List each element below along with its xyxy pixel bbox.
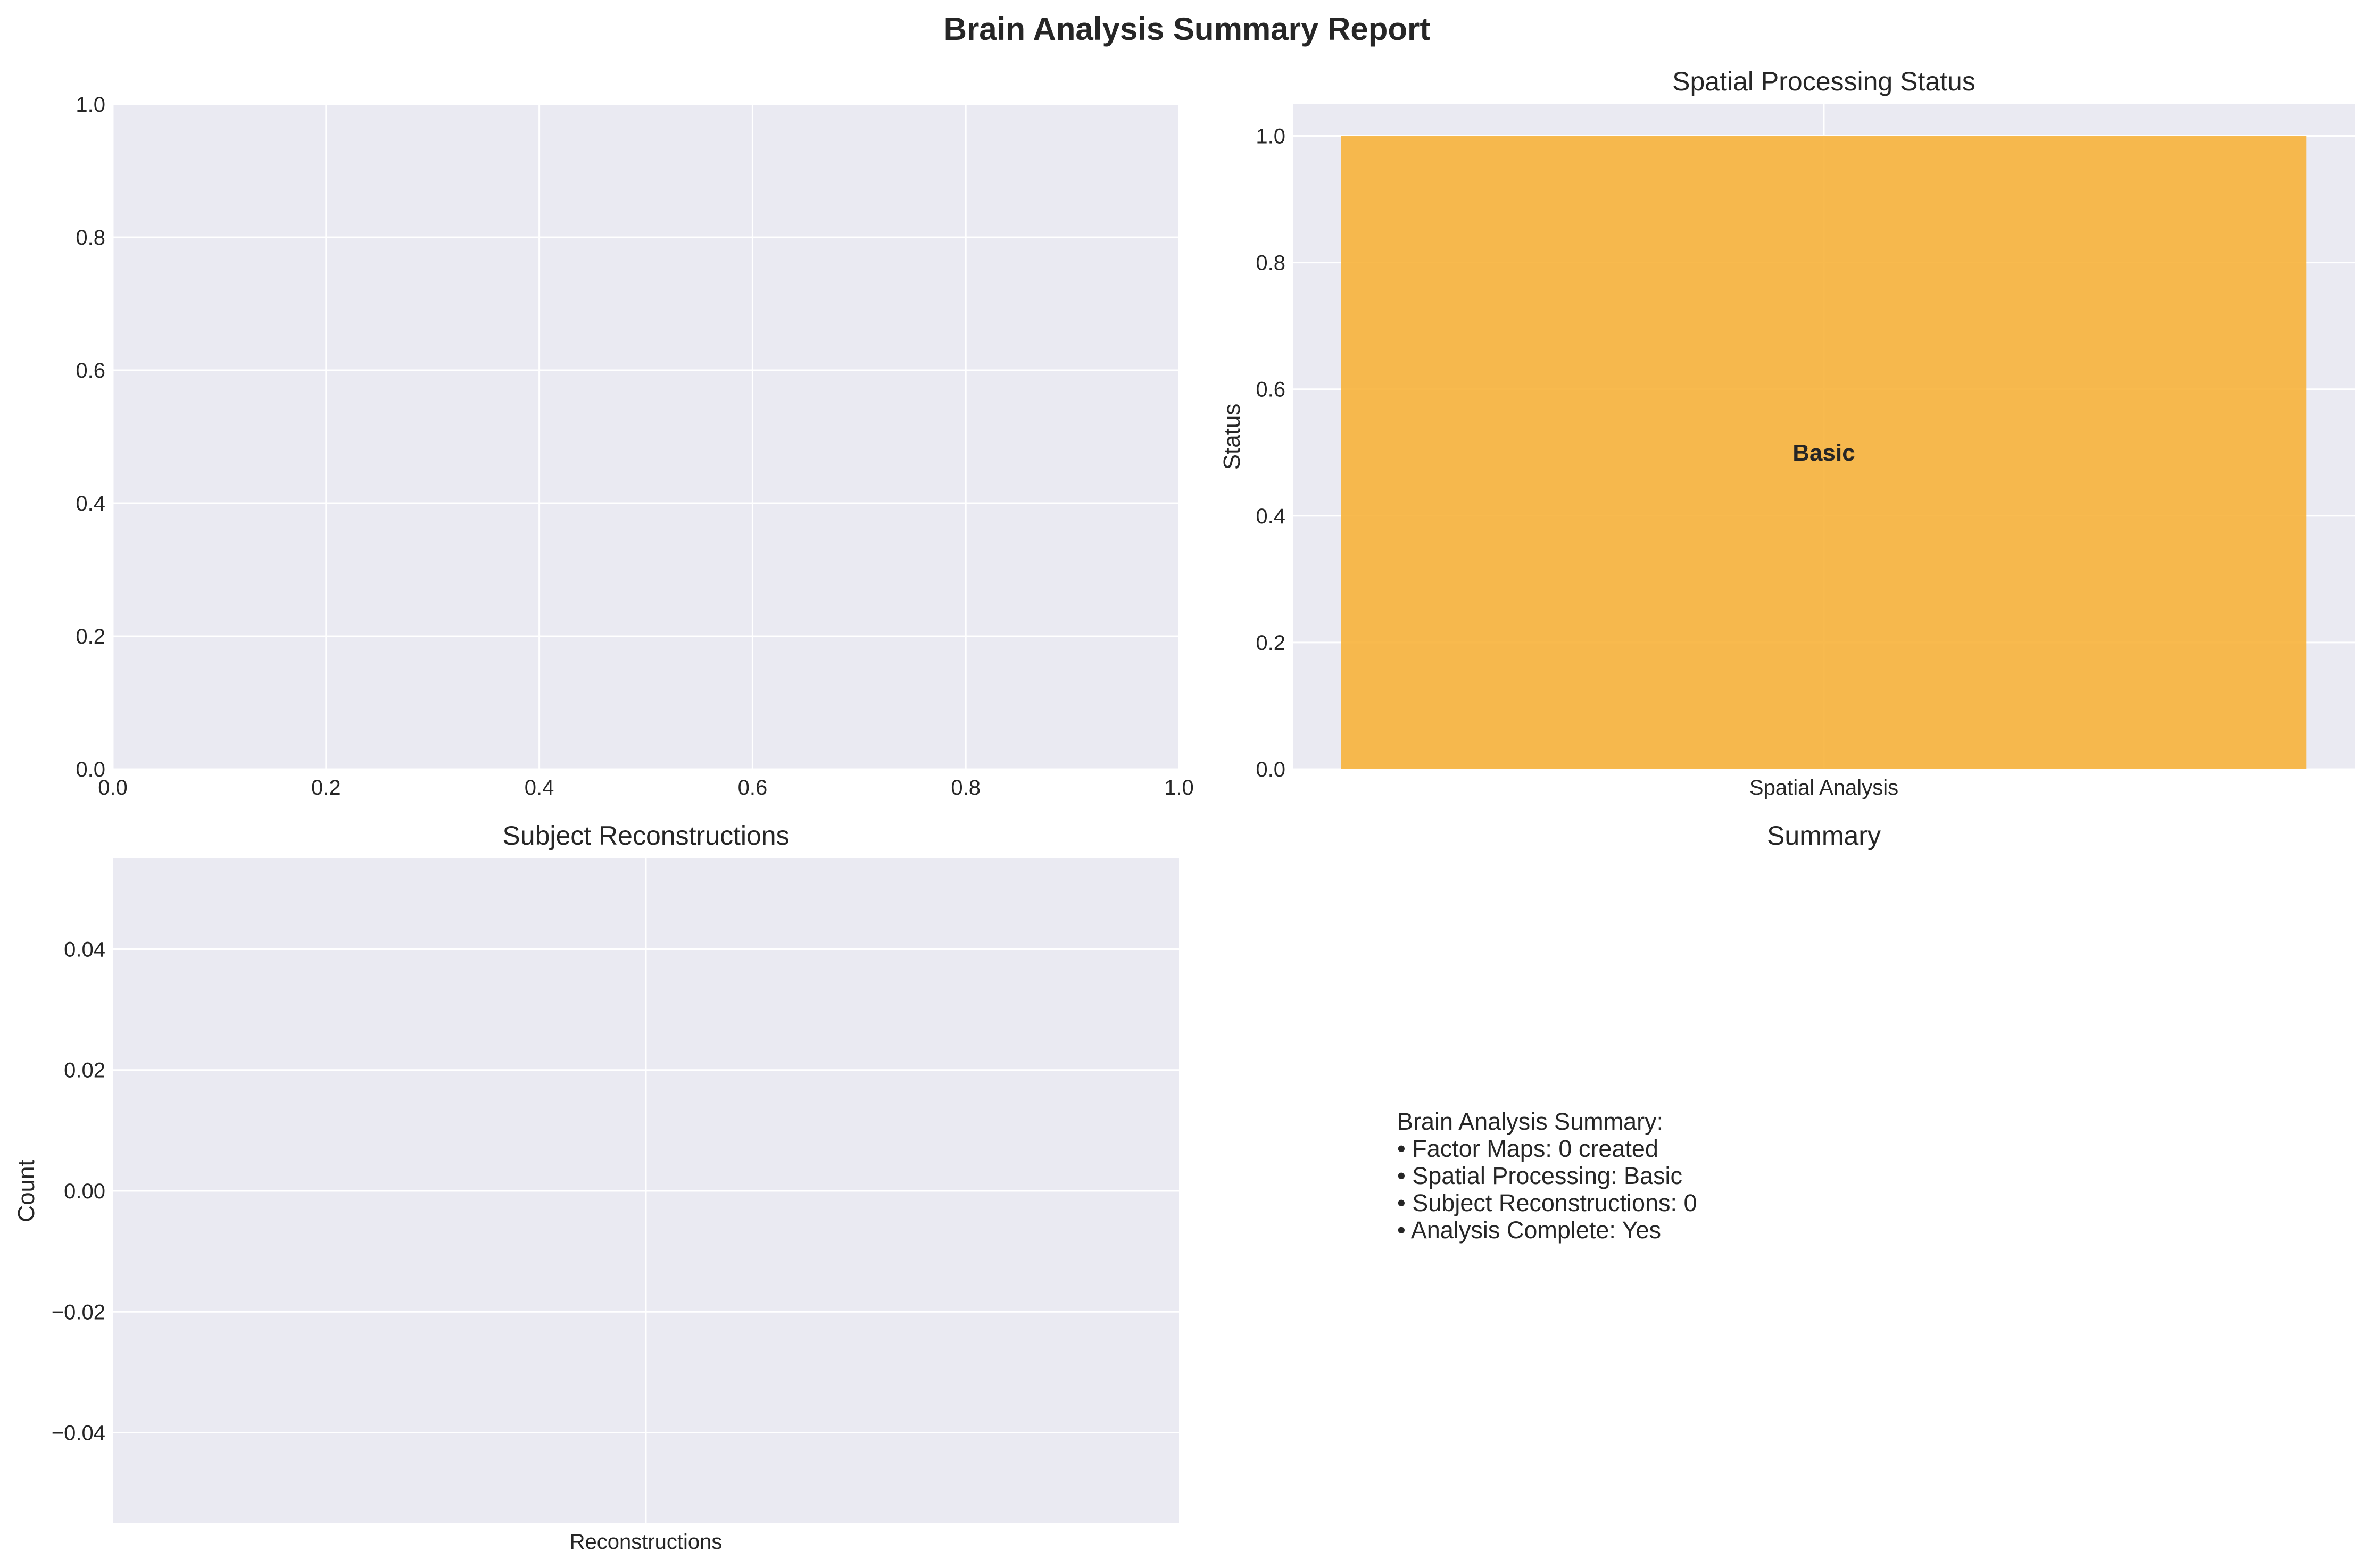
empty-axes-ticks: 0.0 0.2 0.4 0.6 0.8 1.0 0.0 0.2 0.4 0.6 0.8 1.0	[76, 93, 1193, 799]
subject-reconstructions-ylabel: Count	[13, 1160, 39, 1222]
subject-reconstructions-ticks: −0.04 −0.02 0.00 0.02 0.04 Reconstructions	[52, 938, 723, 1554]
subject-reconstructions-panel: Subject Reconstructions −0.04 −0.02 0.00 0.…	[13, 821, 1179, 1554]
y-tick-label: 0.2	[1256, 631, 1285, 655]
summary-line: Brain Analysis Summary:	[1397, 1108, 1663, 1135]
summary-text: Brain Analysis Summary:• Factor Maps: 0 …	[1397, 1108, 1697, 1244]
summary-line: • Analysis Complete: Yes	[1397, 1216, 1661, 1244]
y-tick-label: 0.02	[64, 1059, 105, 1082]
summary-title: Summary	[1767, 821, 1881, 850]
y-tick-label: 0.4	[1256, 505, 1285, 528]
x-tick-label: 0.0	[98, 776, 128, 799]
y-tick-label: 0.00	[64, 1180, 105, 1203]
y-tick-label: 0.8	[76, 226, 105, 249]
x-tick-label: 0.4	[525, 776, 554, 799]
x-tick-label: 0.2	[311, 776, 341, 799]
y-tick-label: 0.04	[64, 938, 105, 961]
y-tick-label: −0.04	[52, 1422, 105, 1445]
y-tick-label: 0.2	[76, 625, 105, 648]
y-tick-label: −0.02	[52, 1300, 105, 1324]
x-tick-label: Spatial Analysis	[1749, 776, 1898, 799]
empty-axes-grid	[112, 103, 1180, 770]
y-tick-label: 0.8	[1256, 252, 1285, 275]
summary-panel: Summary Brain Analysis Summary:• Factor …	[1397, 821, 1881, 1244]
spatial-processing-title: Spatial Processing Status	[1672, 66, 1975, 96]
summary-line: • Subject Reconstructions: 0	[1397, 1189, 1697, 1216]
y-tick-label: 0.4	[76, 492, 105, 515]
spatial-processing-bars: Basic	[1341, 136, 2307, 769]
x-tick-label: 0.8	[951, 776, 981, 799]
bar-data-label: Basic	[1792, 440, 1855, 466]
subject-reconstructions-title: Subject Reconstructions	[502, 821, 789, 850]
y-tick-label: 0.6	[76, 359, 105, 382]
y-tick-label: 0.0	[76, 758, 105, 781]
spatial-processing-ticks: 0.0 0.2 0.4 0.6 0.8 1.0 Spatial Analysis	[1256, 125, 1898, 799]
empty-axes-background	[113, 104, 1179, 769]
subject-reconstructions-grid	[113, 858, 1179, 1523]
spatial-processing-panel: Spatial Processing Status Basic 0.00.20.…	[1219, 66, 2355, 799]
y-tick-label: 1.0	[76, 93, 105, 116]
summary-line: • Factor Maps: 0 created	[1397, 1135, 1658, 1162]
bar-spatial-analysis	[1341, 136, 2307, 769]
y-tick-label: 1.0	[1256, 125, 1285, 148]
x-tick-label: 0.6	[738, 776, 768, 799]
y-tick-label: 0.6	[1256, 378, 1285, 402]
empty-axes-panel: 0.0 0.2 0.4 0.6 0.8 1.0 0.0 0.2 0.4 0.6 0.8 1.0	[76, 93, 1193, 799]
x-tick-label: 1.0	[1164, 776, 1194, 799]
x-tick-label: Reconstructions	[570, 1530, 723, 1554]
summary-line: • Spatial Processing: Basic	[1397, 1162, 1682, 1189]
y-tick-label: 0.0	[1256, 758, 1285, 781]
page-title: Brain Analysis Summary Report	[944, 11, 1431, 47]
spatial-processing-ylabel: Status	[1219, 404, 1245, 470]
